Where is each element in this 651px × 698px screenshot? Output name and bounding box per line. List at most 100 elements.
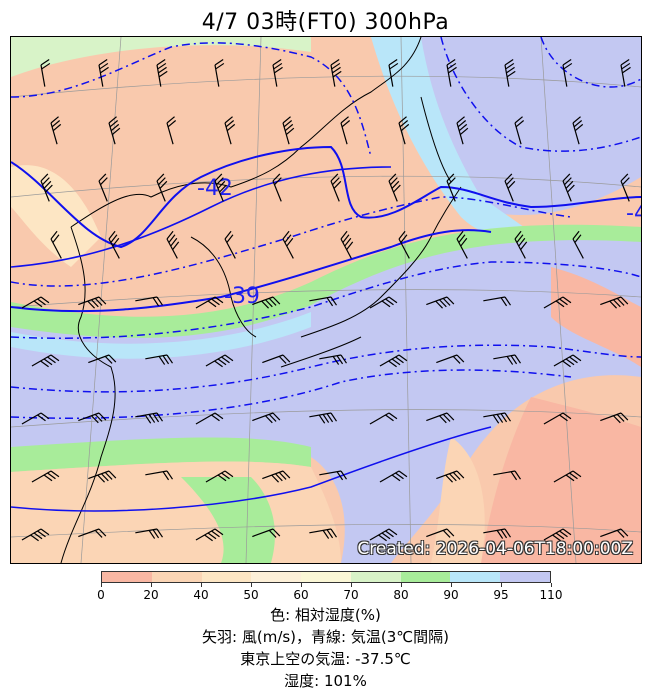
wind-barb: [224, 116, 236, 145]
colorbar-segment: [301, 572, 351, 582]
created-timestamp: Created: 2026-04-06T18:00:00Z: [357, 539, 633, 559]
wind-barb: [483, 528, 511, 539]
colorbar-segment: [500, 572, 550, 582]
wind-barb: [369, 412, 398, 425]
wind-barb: [252, 528, 281, 538]
colorbar-tick-mark: [101, 583, 102, 587]
wind-barb: [272, 173, 282, 202]
wind-barb: [135, 412, 163, 424]
wind-barb: [504, 173, 516, 202]
wind-barb: [214, 59, 225, 87]
wind-barb: [398, 116, 410, 145]
wind-barb: [40, 59, 51, 87]
colorbar-segment: [151, 572, 202, 582]
colorbar-ticks: 0 20 40 50 60 70 80 90 95 110: [97, 583, 562, 603]
wind-barb: [553, 470, 582, 483]
colorbar-tick-label: 90: [443, 588, 459, 602]
wind-barb: [156, 173, 168, 202]
wind-barbs: [21, 59, 631, 542]
weather-map: -42 -39 -4 Created: 2026-04-06T18:00:00Z: [10, 36, 642, 564]
isotherm-label: -4: [626, 201, 641, 226]
wind-barb: [514, 116, 525, 145]
colorbar-tick-label: 80: [393, 588, 409, 602]
wind-barb: [514, 230, 528, 259]
isotherms: [11, 37, 641, 512]
colorbar-tick-label: 40: [193, 588, 209, 602]
wind-barb: [88, 354, 117, 364]
wind-barb: [379, 354, 408, 368]
wind-barb: [426, 296, 455, 309]
wind-barb: [282, 116, 295, 145]
wind-barb: [309, 528, 337, 539]
wind-barb: [145, 354, 173, 365]
wind-barb: [78, 528, 107, 538]
wind-barb: [224, 230, 236, 259]
humidity-colorbar: [101, 571, 551, 583]
coastlines: [60, 37, 462, 563]
colorbar-tick-mark: [351, 583, 352, 587]
wind-barb: [145, 470, 173, 481]
caption-tokyo-temperature: 東京上空の気温: -37.5℃: [240, 650, 411, 668]
wind-barb: [493, 354, 521, 365]
colorbar-tick-label: 70: [343, 588, 359, 602]
wind-barb: [31, 470, 60, 483]
map-title: 4/7 03時(FT0) 300hPa: [201, 10, 450, 35]
wind-barb: [205, 470, 234, 483]
wind-barb: [426, 412, 455, 424]
wind-barb: [195, 296, 224, 309]
wind-barb: [98, 59, 109, 87]
colorbar-tick-label: 50: [243, 588, 259, 602]
colorbar-tick-label: 20: [143, 588, 159, 602]
wind-barb: [369, 528, 398, 542]
wind-barb: [330, 59, 342, 87]
caption-humidity: 色: 相対湿度(%): [270, 606, 381, 624]
wind-barb: [562, 59, 573, 87]
colorbar-tick-mark: [501, 583, 502, 587]
wind-barb: [620, 59, 631, 87]
wind-barb: [262, 354, 291, 364]
colorbar-tick-mark: [401, 583, 402, 587]
colorbar-segment: [102, 572, 152, 582]
colorbar-segment: [350, 572, 401, 582]
colorbar-tick-mark: [301, 583, 302, 587]
colorbar-tick-mark: [251, 583, 252, 587]
wind-barb: [562, 173, 575, 202]
wind-barb: [600, 528, 629, 538]
wind-barb: [78, 412, 107, 424]
wind-barb: [252, 296, 281, 309]
wind-barb: [50, 230, 62, 259]
wind-barb: [483, 296, 511, 307]
wind-barb: [78, 296, 107, 309]
colorbar-tick-label: 110: [539, 588, 563, 602]
wind-barb: [456, 116, 469, 145]
wind-barb: [436, 470, 465, 483]
wind-barb: [319, 470, 347, 481]
colorbar-tick-mark: [551, 583, 552, 587]
graticule: [11, 37, 641, 563]
colorbar-tick-label: 0: [97, 588, 105, 602]
wind-barb: [543, 412, 572, 425]
wind-barb: [340, 230, 354, 259]
wind-barb: [135, 528, 163, 539]
colorbar-segment: [251, 572, 302, 582]
caption-tokyo-humidity: 湿度: 101%: [284, 672, 367, 690]
wind-barb: [282, 230, 294, 259]
wind-barb: [195, 528, 224, 542]
wind-barb: [98, 173, 108, 202]
wind-barb: [456, 230, 468, 259]
wind-barb: [108, 116, 121, 145]
wind-barb: [572, 230, 584, 259]
caption-wind-temperature: 矢羽: 風(m/s)，青線: 気温(3℃間隔): [202, 628, 449, 646]
isotherm-label: -39: [224, 284, 260, 309]
wind-barb: [504, 59, 516, 87]
wind-barb: [600, 412, 629, 424]
wind-barb: [309, 412, 337, 424]
colorbar-tick-mark: [451, 583, 452, 587]
wind-barb: [40, 173, 53, 202]
wind-barb: [493, 470, 521, 481]
colorbar-segment: [201, 572, 252, 582]
colorbar-tick-label: 60: [293, 588, 309, 602]
wind-barb: [600, 296, 629, 309]
wind-barb: [446, 173, 456, 202]
wind-barb: [543, 528, 572, 542]
